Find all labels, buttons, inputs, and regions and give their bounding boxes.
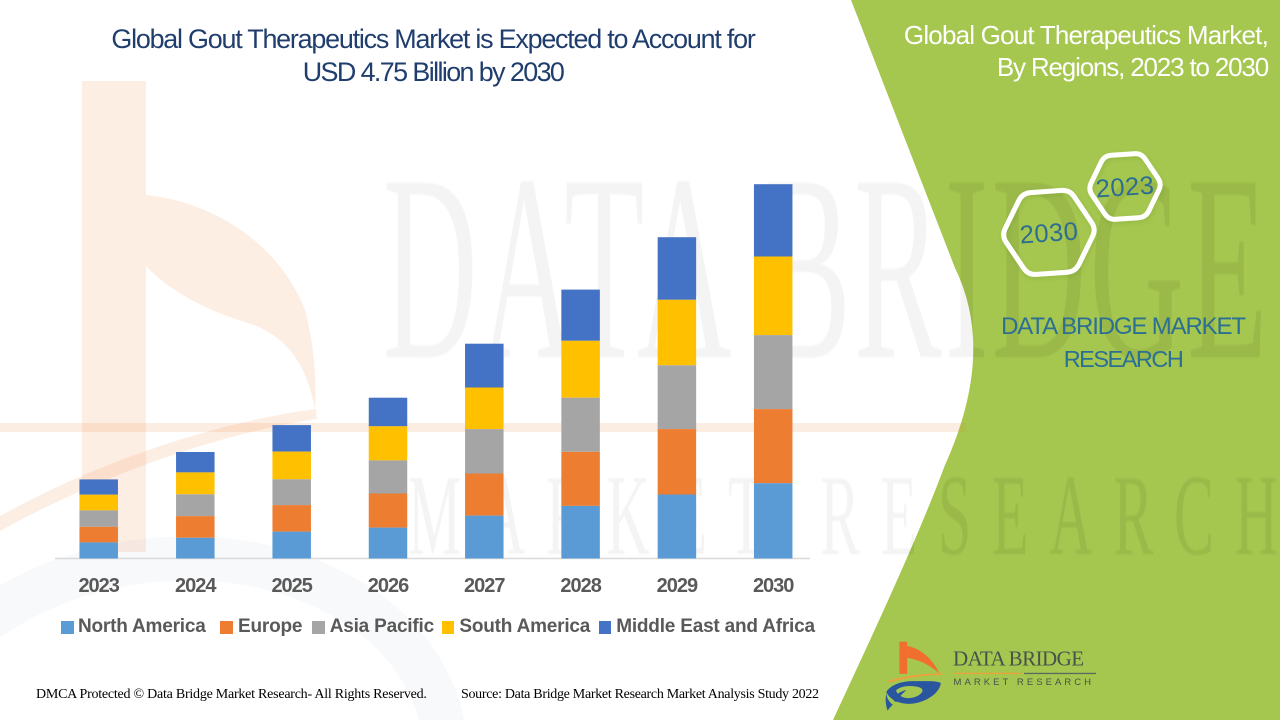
svg-text:2023: 2023	[1095, 171, 1156, 203]
svg-text:MARKET RESEARCH: MARKET RESEARCH	[954, 677, 1095, 688]
svg-text:DATA BRIDGE: DATA BRIDGE	[953, 646, 1084, 670]
svg-text:2030: 2030	[1019, 217, 1080, 249]
